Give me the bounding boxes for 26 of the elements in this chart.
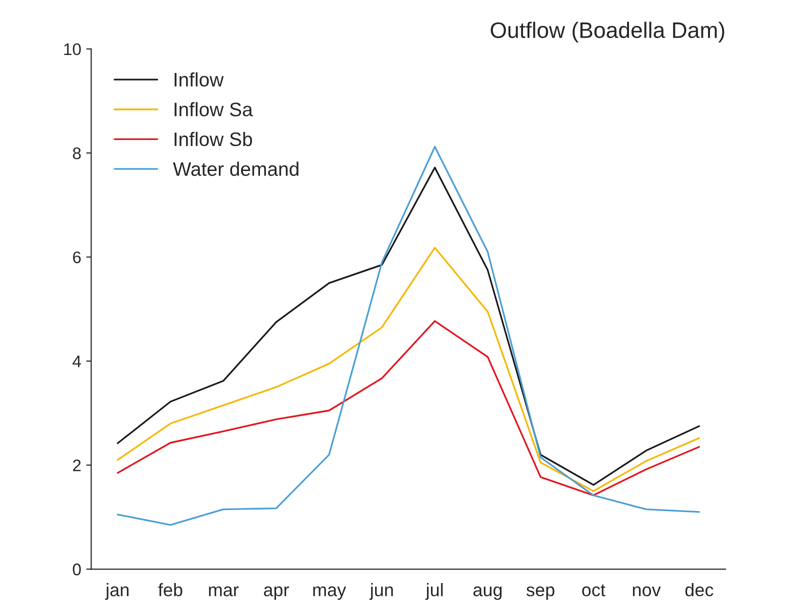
y-tick-label: 0 — [72, 564, 81, 576]
x-tick-label: dec — [685, 583, 714, 596]
line-series — [116, 320, 700, 496]
y-tick-label: 10 — [64, 43, 81, 56]
x-tick-label: jul — [425, 583, 443, 600]
y-tick-label: 2 — [73, 460, 81, 472]
x-tick-label: jun — [369, 583, 393, 600]
x-tick-label: jan — [105, 583, 129, 600]
y-tick-label: 4 — [72, 356, 81, 368]
y-tick-label: 8 — [72, 147, 81, 160]
x-tick-label: sep — [526, 586, 554, 600]
x-tick-label: apr — [264, 586, 289, 600]
x-tick-label: oct — [582, 584, 606, 596]
legend-label: Water demand — [172, 162, 298, 176]
x-tick-label: may — [313, 586, 346, 600]
x-tick-label: aug — [473, 586, 502, 600]
line-series — [116, 246, 700, 492]
x-tick-label: mar — [209, 586, 239, 596]
legend-label: Inflow — [174, 72, 224, 87]
line-series — [116, 146, 700, 526]
x-tick-label: nov — [632, 586, 661, 596]
legend-label: Inflow Sb — [174, 132, 252, 146]
chart-title: Outflow (Boadella Dam) — [490, 22, 724, 42]
x-tick-label: feb — [158, 583, 182, 596]
y-tick-label: 6 — [73, 251, 81, 264]
legend-label: Inflow Sa — [174, 102, 253, 116]
